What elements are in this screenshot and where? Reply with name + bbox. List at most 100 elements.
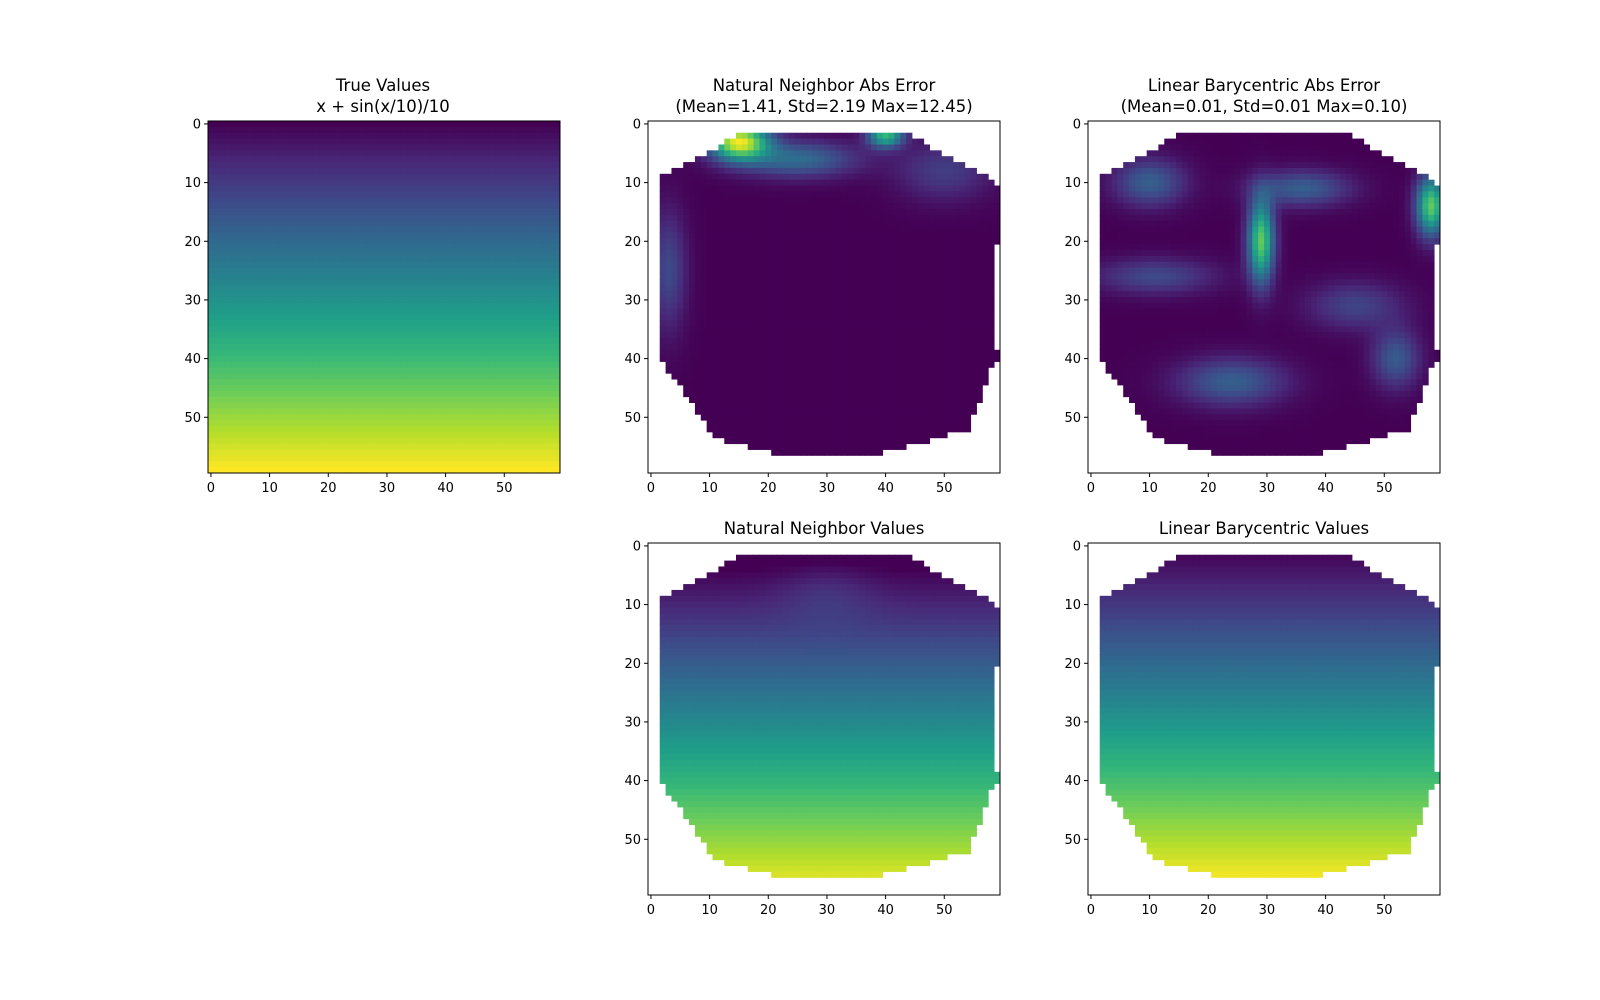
heatmap-cell xyxy=(718,232,725,239)
heatmap-cell xyxy=(800,185,807,192)
heatmap-cell xyxy=(876,162,884,169)
heatmap-cell xyxy=(425,162,432,169)
heatmap-cell xyxy=(249,402,256,409)
heatmap-cell xyxy=(501,443,508,450)
heatmap-cell xyxy=(348,314,356,321)
heatmap-cell xyxy=(213,162,221,169)
heatmap-cell xyxy=(542,232,549,239)
heatmap-cell xyxy=(530,267,537,274)
heatmap-cell xyxy=(436,461,444,468)
heatmap-cell xyxy=(425,420,432,427)
heatmap-cell xyxy=(495,285,502,292)
heatmap-cell xyxy=(812,209,819,216)
heatmap-cell xyxy=(366,167,373,175)
heatmap-cell xyxy=(812,203,819,210)
heatmap-cell xyxy=(759,250,766,257)
heatmap-cell xyxy=(747,238,754,245)
heatmap-cell xyxy=(307,185,314,192)
heatmap-cell xyxy=(513,291,520,298)
heatmap-cell xyxy=(536,185,543,192)
heatmap-cell xyxy=(876,220,884,227)
heatmap-cell xyxy=(777,255,784,263)
heatmap-cell xyxy=(835,279,842,286)
heatmap-cell xyxy=(530,250,537,257)
heatmap-cell xyxy=(313,431,320,439)
heatmap-cell xyxy=(929,226,936,233)
heatmap-cell xyxy=(225,302,232,310)
heatmap-cell xyxy=(231,467,238,474)
heatmap-cell xyxy=(348,162,356,169)
heatmap-cell xyxy=(906,220,913,227)
heatmap-cell xyxy=(419,173,426,181)
heatmap-cell xyxy=(325,285,332,292)
heatmap-cell xyxy=(436,191,444,198)
heatmap-cell xyxy=(313,461,320,468)
heatmap-cell xyxy=(788,220,796,227)
heatmap-cell xyxy=(307,314,314,321)
heatmap-cell xyxy=(882,156,889,163)
heatmap-cell xyxy=(296,420,303,427)
heatmap-cell xyxy=(941,173,948,181)
heatmap-cell xyxy=(360,214,367,222)
heatmap-cell xyxy=(694,156,702,163)
heatmap-cell xyxy=(425,349,432,357)
heatmap-cell xyxy=(407,326,414,333)
heatmap-cell xyxy=(495,390,502,398)
heatmap-cell xyxy=(507,443,514,450)
heatmap-cell xyxy=(700,179,708,186)
heatmap-cell xyxy=(284,197,291,204)
heatmap-cell xyxy=(278,414,285,421)
heatmap-cell xyxy=(894,144,901,151)
heatmap-cell xyxy=(395,232,402,239)
heatmap-cell xyxy=(941,209,948,216)
heatmap-cell xyxy=(841,144,848,151)
heatmap-cell xyxy=(419,121,426,128)
heatmap-cell xyxy=(296,250,303,257)
heatmap-cell xyxy=(489,361,496,368)
heatmap-cell xyxy=(342,426,350,433)
heatmap-cell xyxy=(548,132,555,139)
heatmap-cell xyxy=(307,173,314,181)
heatmap-cell xyxy=(812,150,819,157)
heatmap-cell xyxy=(900,185,907,192)
heatmap-cell xyxy=(513,467,520,474)
heatmap-cell xyxy=(888,179,895,186)
heatmap-cell xyxy=(800,144,807,151)
heatmap-cell xyxy=(213,443,221,450)
heatmap-cell xyxy=(354,214,361,222)
heatmap-cell xyxy=(395,214,402,222)
heatmap-cell xyxy=(935,191,942,198)
heatmap-cell xyxy=(372,238,379,245)
heatmap-cell xyxy=(389,238,397,245)
heatmap-cell xyxy=(419,396,426,403)
heatmap-cell xyxy=(372,343,379,351)
heatmap-cell xyxy=(342,361,350,368)
heatmap-cell xyxy=(319,261,326,269)
heatmap-cell xyxy=(765,179,772,186)
heatmap-cell xyxy=(518,203,526,210)
heatmap-cell xyxy=(372,408,379,415)
heatmap-cell xyxy=(542,197,549,204)
heatmap-cell xyxy=(325,320,332,327)
heatmap-cell xyxy=(460,220,467,227)
heatmap-cell xyxy=(243,250,250,257)
heatmap-cell xyxy=(876,150,884,157)
heatmap-cell xyxy=(395,179,402,186)
heatmap-cell xyxy=(430,232,438,239)
heatmap-cell xyxy=(395,461,402,468)
heatmap-cell xyxy=(231,279,238,286)
heatmap-cell xyxy=(994,197,1001,204)
heatmap-cell xyxy=(724,214,731,222)
heatmap-cell xyxy=(829,220,837,227)
heatmap-cell xyxy=(659,173,666,181)
heatmap-cell xyxy=(407,238,414,245)
heatmap-cell xyxy=(472,361,479,368)
heatmap-cell xyxy=(249,338,256,345)
heatmap-cell xyxy=(894,214,901,222)
heatmap-cell xyxy=(483,355,490,362)
heatmap-cell xyxy=(342,461,350,468)
heatmap-cell xyxy=(395,449,402,456)
heatmap-cell xyxy=(876,197,884,204)
heatmap-cell xyxy=(325,431,332,439)
heatmap-cell xyxy=(360,390,367,398)
